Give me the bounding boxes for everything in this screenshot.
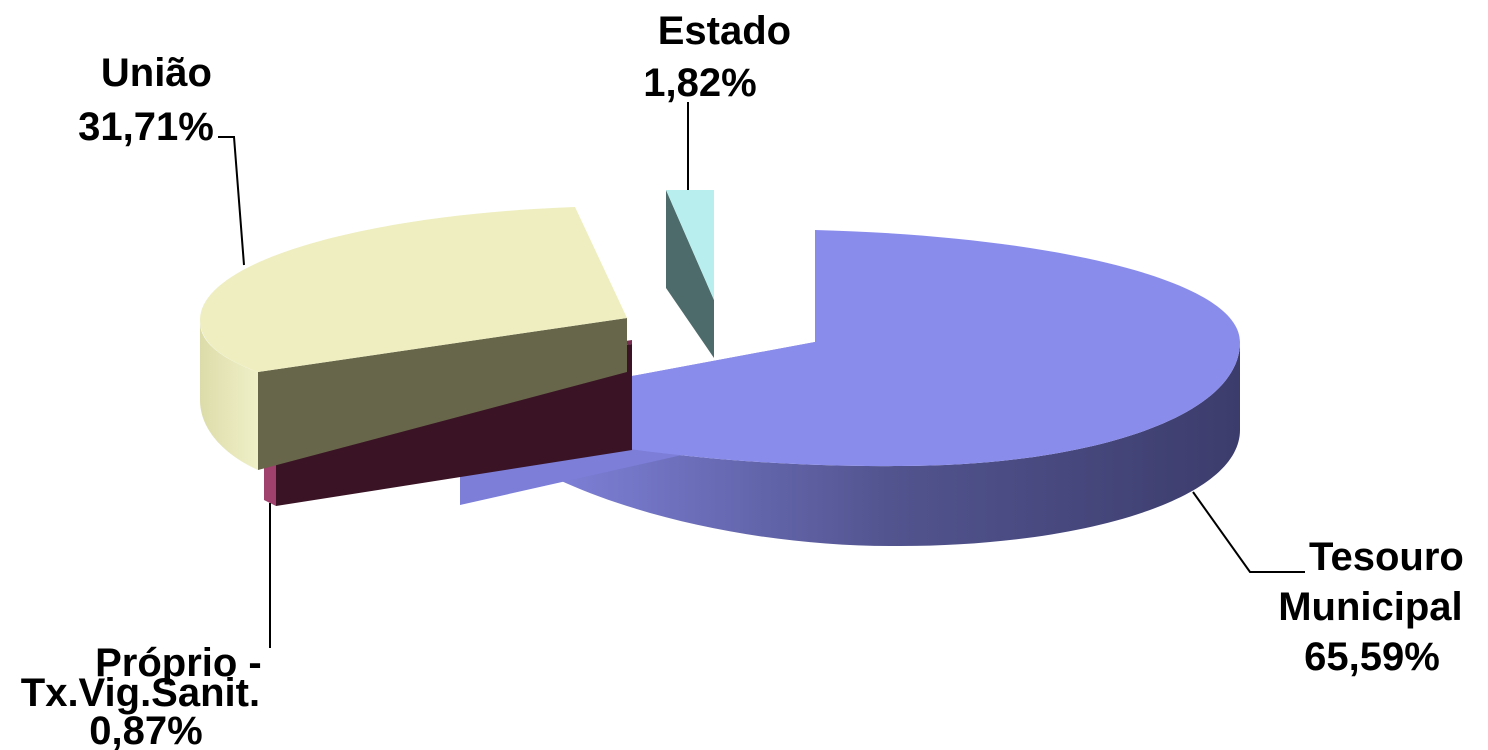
label-estado-value: 1,82% — [643, 61, 756, 105]
slice-uniao-side — [200, 322, 258, 470]
slice-tesouro-municipal-side — [460, 342, 1240, 547]
label-proprio-line-2: Tx.Vig.Sanit. — [21, 671, 260, 715]
label-uniao-line-1: União — [101, 51, 212, 95]
label-tesouro-line-2: Municipal — [1278, 585, 1462, 629]
label-proprio-line-1: Próprio - — [95, 641, 262, 685]
label-tesouro-value: 65,59% — [1304, 635, 1440, 679]
slice-estado-top — [666, 190, 714, 300]
slice-uniao-cut-face — [258, 318, 627, 470]
slice-tesouro-municipal-top — [460, 230, 1240, 467]
leader-line-uniao — [218, 136, 245, 266]
slice-estado[interactable] — [666, 190, 714, 358]
slice-estado-cut-face — [666, 190, 714, 358]
label-estado-line-1: Estado — [658, 9, 791, 53]
slice-uniao[interactable] — [200, 207, 627, 470]
label-proprio-value: 0,87% — [89, 709, 202, 750]
label-estado: Estado 1,82% — [643, 9, 802, 105]
label-uniao: União 31,71% — [78, 51, 223, 149]
label-uniao-value: 31,71% — [78, 105, 214, 149]
label-proprio-tx-vig-sanit: Próprio - Tx.Vig.Sanit. 0,87% — [21, 641, 273, 750]
leader-line-tesouro — [1192, 491, 1305, 573]
label-tesouro-municipal: Tesouro Municipal 65,59% — [1278, 535, 1475, 679]
label-tesouro-line-1: Tesouro — [1309, 535, 1464, 579]
slice-uniao-top — [200, 207, 627, 372]
slice-tesouro-municipal[interactable] — [460, 230, 1240, 547]
